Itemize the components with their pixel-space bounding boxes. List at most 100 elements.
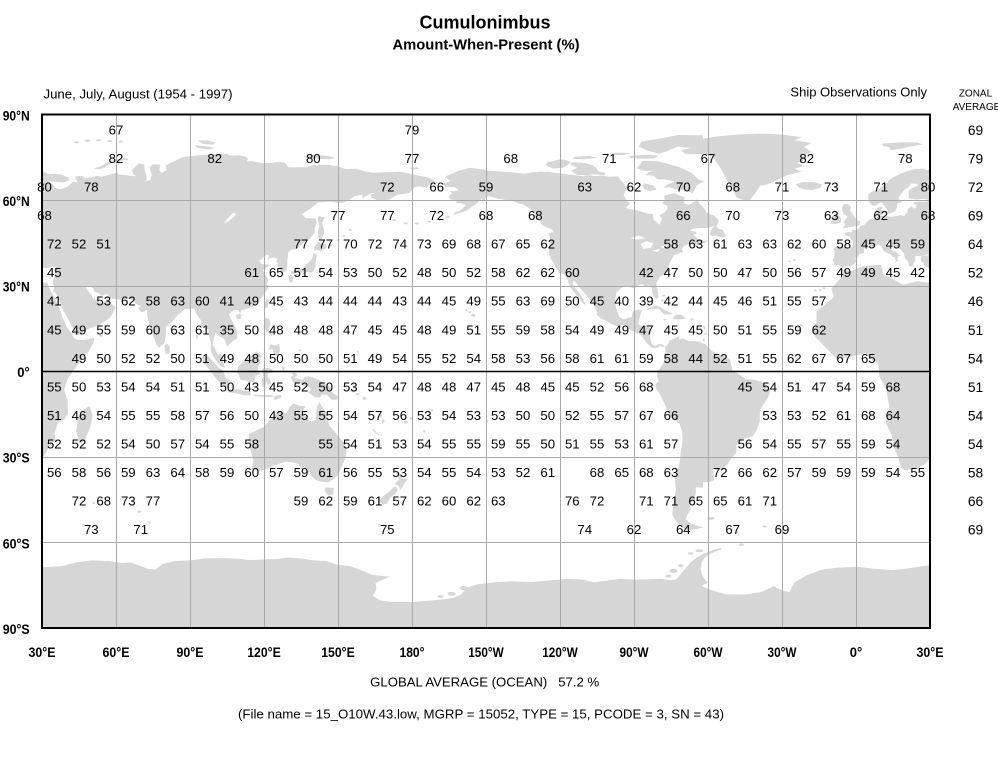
svg-text:64: 64 xyxy=(886,408,901,423)
svg-text:63: 63 xyxy=(146,465,161,480)
svg-text:53: 53 xyxy=(96,294,111,309)
svg-text:73: 73 xyxy=(775,208,790,223)
svg-text:58: 58 xyxy=(244,436,259,451)
svg-text:59: 59 xyxy=(121,322,136,337)
svg-text:47: 47 xyxy=(812,379,827,394)
svg-text:55: 55 xyxy=(590,408,605,423)
svg-text:45: 45 xyxy=(368,322,383,337)
svg-text:56: 56 xyxy=(392,408,407,423)
svg-text:ZONAL: ZONAL xyxy=(959,89,993,100)
svg-text:57: 57 xyxy=(392,493,407,508)
svg-text:50: 50 xyxy=(220,379,235,394)
svg-text:60: 60 xyxy=(565,265,580,280)
svg-text:56: 56 xyxy=(220,408,235,423)
svg-text:63: 63 xyxy=(170,294,185,309)
svg-text:70: 70 xyxy=(343,237,358,252)
svg-text:69: 69 xyxy=(968,123,984,138)
svg-text:63: 63 xyxy=(738,237,753,252)
svg-text:67: 67 xyxy=(639,408,654,423)
svg-text:47: 47 xyxy=(664,265,679,280)
svg-text:53: 53 xyxy=(614,436,629,451)
svg-text:53: 53 xyxy=(343,379,358,394)
svg-text:49: 49 xyxy=(590,322,605,337)
svg-text:52: 52 xyxy=(96,436,111,451)
svg-text:54: 54 xyxy=(343,436,358,451)
svg-text:69: 69 xyxy=(775,522,790,537)
svg-text:49: 49 xyxy=(466,294,481,309)
svg-text:54: 54 xyxy=(392,351,407,366)
svg-text:61: 61 xyxy=(738,493,753,508)
svg-text:61: 61 xyxy=(195,322,210,337)
svg-text:59: 59 xyxy=(516,322,531,337)
svg-text:77: 77 xyxy=(294,237,309,252)
svg-text:55: 55 xyxy=(910,465,925,480)
svg-text:54: 54 xyxy=(195,436,210,451)
svg-text:62: 62 xyxy=(812,322,827,337)
svg-text:46: 46 xyxy=(72,408,87,423)
svg-text:59: 59 xyxy=(479,180,494,195)
svg-text:58: 58 xyxy=(491,351,506,366)
svg-text:48: 48 xyxy=(442,379,457,394)
svg-text:74: 74 xyxy=(392,237,407,252)
svg-text:51: 51 xyxy=(565,436,580,451)
svg-text:54: 54 xyxy=(417,436,432,451)
svg-text:0°: 0° xyxy=(17,365,30,380)
svg-text:41: 41 xyxy=(47,294,62,309)
svg-text:55: 55 xyxy=(466,436,481,451)
svg-text:51: 51 xyxy=(47,408,62,423)
svg-text:59: 59 xyxy=(121,465,136,480)
svg-text:50: 50 xyxy=(170,351,185,366)
svg-text:45: 45 xyxy=(886,265,901,280)
svg-text:54: 54 xyxy=(368,379,383,394)
svg-text:54: 54 xyxy=(968,351,984,366)
svg-text:59: 59 xyxy=(491,436,506,451)
svg-text:40: 40 xyxy=(614,294,629,309)
svg-text:54: 54 xyxy=(886,465,901,480)
svg-text:64: 64 xyxy=(170,465,185,480)
svg-text:60: 60 xyxy=(812,237,827,252)
svg-text:54: 54 xyxy=(968,408,984,423)
svg-text:53: 53 xyxy=(96,379,111,394)
svg-text:30°E: 30°E xyxy=(917,645,944,660)
svg-text:45: 45 xyxy=(886,237,901,252)
svg-text:71: 71 xyxy=(775,180,790,195)
svg-text:48: 48 xyxy=(269,322,284,337)
svg-text:62: 62 xyxy=(627,180,642,195)
svg-text:62: 62 xyxy=(873,208,888,223)
svg-text:51: 51 xyxy=(170,379,185,394)
svg-text:54: 54 xyxy=(762,436,777,451)
svg-text:67: 67 xyxy=(725,522,740,537)
svg-text:55: 55 xyxy=(318,408,333,423)
svg-text:50: 50 xyxy=(688,265,703,280)
svg-text:49: 49 xyxy=(861,265,876,280)
svg-text:30°N: 30°N xyxy=(3,280,30,295)
svg-text:73: 73 xyxy=(417,237,432,252)
svg-text:45: 45 xyxy=(491,379,506,394)
svg-text:50: 50 xyxy=(244,408,259,423)
svg-text:45: 45 xyxy=(47,322,62,337)
svg-text:57: 57 xyxy=(269,465,284,480)
svg-text:45: 45 xyxy=(442,294,457,309)
svg-text:55: 55 xyxy=(590,436,605,451)
svg-text:59: 59 xyxy=(836,465,851,480)
svg-text:51: 51 xyxy=(787,379,802,394)
svg-text:43: 43 xyxy=(244,379,259,394)
svg-text:48: 48 xyxy=(318,322,333,337)
svg-text:72: 72 xyxy=(368,237,383,252)
svg-text:50: 50 xyxy=(442,265,457,280)
svg-text:67: 67 xyxy=(701,151,716,166)
svg-text:60: 60 xyxy=(244,465,259,480)
svg-text:69: 69 xyxy=(968,523,984,538)
svg-text:71: 71 xyxy=(873,180,888,195)
svg-text:43: 43 xyxy=(392,294,407,309)
svg-text:45: 45 xyxy=(664,322,679,337)
svg-text:64: 64 xyxy=(968,237,984,252)
svg-text:48: 48 xyxy=(516,379,531,394)
svg-text:58: 58 xyxy=(170,408,185,423)
svg-text:61: 61 xyxy=(590,351,605,366)
svg-text:58: 58 xyxy=(540,322,555,337)
svg-text:44: 44 xyxy=(343,294,358,309)
svg-text:63: 63 xyxy=(491,493,506,508)
svg-text:72: 72 xyxy=(713,465,728,480)
svg-text:73: 73 xyxy=(824,180,839,195)
